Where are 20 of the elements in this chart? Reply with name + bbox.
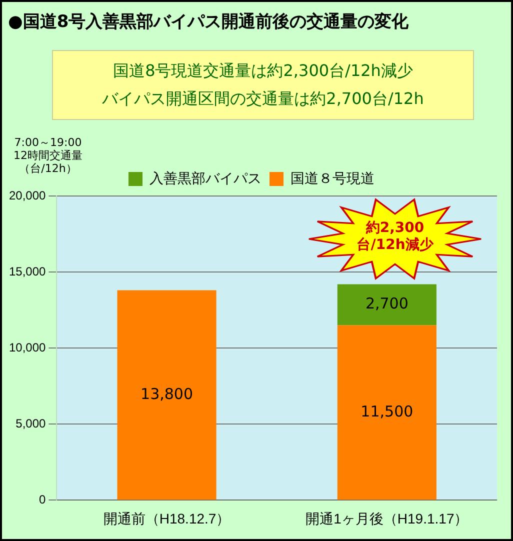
legend-label: 国道８号現道 <box>290 170 374 186</box>
data-label: 11,500 <box>360 402 414 420</box>
data-label: 13,800 <box>140 384 194 403</box>
y-tick-label: 0 <box>39 492 46 507</box>
chart-title: ●国道8号入善黒部バイパス開通前後の交通量の変化 <box>8 11 409 33</box>
data-label: 2,700 <box>365 294 408 313</box>
text: バイパス開通区間の交通量は約2,700台/12h <box>101 88 425 110</box>
y-tick-label: 5,000 <box>16 416 46 430</box>
y-tick-label: 15,000 <box>9 264 46 278</box>
bar <box>337 284 436 326</box>
bar <box>337 325 436 500</box>
x-tick-label: 開通前（H18.12.7） <box>103 510 230 526</box>
x-tick-label: 開通1ヶ月後（H19.1.17） <box>306 510 468 526</box>
y-tick-label: 10,000 <box>9 340 46 354</box>
annotation: 約2,300台/12h減少 <box>356 220 435 254</box>
text: 国道8号現道交通量は約2,300台/12h減少 <box>112 60 414 82</box>
legend-label: 入善黒部バイパス <box>150 170 262 186</box>
bar <box>117 290 216 500</box>
y-tick-label: 20,000 <box>9 188 46 202</box>
y-axis-title: 7:00～19:00 12時間交通量（台/12h） <box>12 136 84 175</box>
